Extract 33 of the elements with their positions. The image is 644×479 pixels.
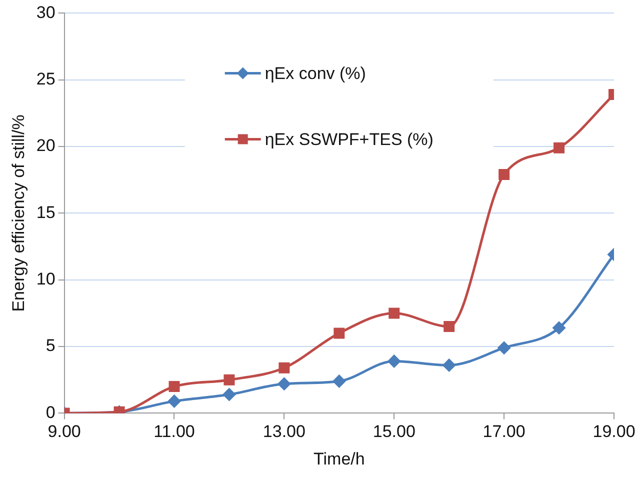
- point: [498, 342, 510, 354]
- point: [444, 321, 455, 332]
- point: [334, 328, 345, 339]
- point: [388, 308, 400, 319]
- point: [552, 322, 566, 334]
- point: [168, 394, 180, 408]
- point: [388, 354, 400, 368]
- point: [224, 374, 235, 386]
- point: [278, 362, 290, 374]
- point: [442, 358, 456, 372]
- x-tick-label: 9.00: [48, 422, 81, 442]
- x-axis-title: Time/h: [313, 449, 365, 468]
- point: [498, 169, 510, 180]
- point: [168, 381, 180, 392]
- point: [278, 378, 290, 390]
- y-tick-label: 20: [36, 136, 56, 156]
- y-tick-label: 5: [46, 336, 56, 356]
- x-tick-label: 15.00: [372, 422, 416, 442]
- point: [222, 388, 236, 401]
- point: [554, 142, 565, 154]
- y-tick-label: 0: [46, 402, 56, 422]
- y-tick-label: 15: [36, 202, 56, 222]
- x-tick-label: 11.00: [154, 422, 195, 442]
- legend-label: ηEx conv (%): [264, 64, 366, 83]
- y-tick-label: 30: [36, 2, 56, 22]
- x-tick-label: 13.00: [262, 422, 306, 442]
- x-tick-label: 19.00: [592, 422, 636, 442]
- y-tick-label: 25: [36, 70, 56, 89]
- x-tick-label: 17.00: [482, 422, 526, 442]
- y-tick-label: 10: [36, 270, 56, 289]
- point: [332, 374, 346, 388]
- y-axis-title: Energy efficiency of still/%: [8, 114, 28, 312]
- legend-label: ηEx SSWPF+TES (%): [264, 130, 434, 149]
